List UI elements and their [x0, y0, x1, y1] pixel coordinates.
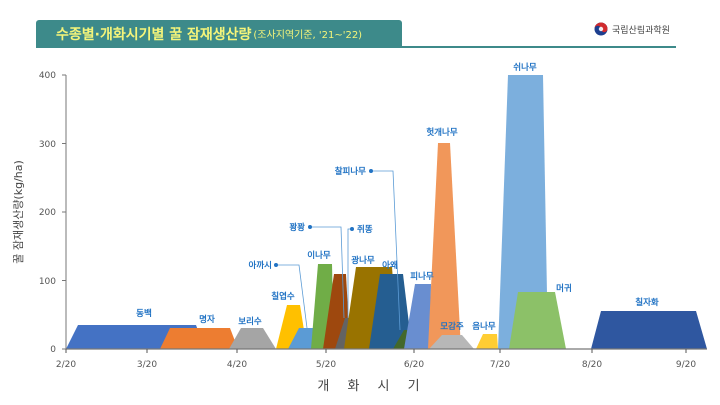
x-tick-jul20: 7/20 — [490, 360, 510, 370]
series-hutgaenamu — [428, 143, 461, 349]
chart-subtitle: (조사지역기준, '21~'22) — [253, 30, 363, 41]
x-tick-feb20: 2/20 — [56, 360, 76, 370]
label-borisu: 보리수 — [238, 316, 262, 327]
label-chiljahwa: 칠자화 — [635, 297, 659, 308]
x-tick-sep20: 9/20 — [676, 360, 696, 370]
y-tick-0: 0 — [50, 345, 56, 355]
label-pinamu: 피나무 — [410, 271, 434, 282]
chart-title: 수종별·개화시기별 꿀 잠재생산량 — [56, 26, 252, 43]
series-swinamu — [498, 75, 548, 349]
x-tick-mar20: 3/20 — [137, 360, 157, 370]
label-chalpinamu: 찰피나무 — [335, 166, 366, 177]
series-awae — [369, 274, 412, 349]
series-akasi — [288, 328, 318, 349]
label-awae: 아왜 — [382, 260, 398, 271]
y-tick-300: 300 — [39, 140, 56, 150]
x-tick-jun20: 6/20 — [404, 360, 424, 370]
label-leader-dots — [274, 169, 373, 267]
series-pinamu — [404, 284, 431, 349]
label-swinamu: 쉬나무 — [513, 62, 537, 73]
series-eumnamu — [476, 334, 498, 349]
label-hutgaenamu: 헛개나무 — [426, 127, 457, 138]
series-meogwi — [509, 292, 566, 349]
label-mogamju: 모감주 — [440, 321, 464, 332]
series-labels: 동백 명자 보리수 칠엽수 아까시 이나무 꽝꽝 쥐똥 광나무 아왜 찰피나무 … — [136, 62, 659, 332]
label-akasi: 아까시 — [249, 260, 272, 271]
x-ticks: 2/20 3/20 4/20 5/20 6/20 7/20 8/20 9/20 — [56, 349, 696, 370]
x-axis-label: 개 화 시 기 — [317, 379, 426, 394]
x-tick-may20: 5/20 — [316, 360, 336, 370]
organization-name: 국립산림과학원 — [612, 25, 670, 36]
y-tick-100: 100 — [39, 277, 56, 287]
series-borisu — [229, 328, 276, 349]
y-tick-200: 200 — [39, 208, 56, 218]
y-axis-label: 꿀 잠재생산량(kg/ha) — [12, 160, 25, 264]
label-inamu: 이나무 — [307, 250, 331, 261]
y-ticks: 0 100 200 300 400 — [39, 71, 66, 355]
label-kkwangkkwang: 꽝꽝 — [289, 222, 305, 233]
label-gwangnamu: 광나무 — [351, 255, 375, 266]
label-eumnamu: 음나무 — [472, 321, 496, 332]
label-myeongja: 명자 — [199, 314, 215, 325]
label-meogwi: 머귀 — [556, 283, 572, 294]
y-tick-400: 400 — [39, 71, 56, 81]
taegeuk-logo-icon — [594, 22, 608, 36]
series-mogamju — [429, 335, 474, 349]
organization-logo: 국립산림과학원 — [594, 22, 670, 36]
series-myeongja — [160, 328, 238, 349]
series-chiljahwa — [591, 311, 707, 349]
label-jwittong: 쥐똥 — [357, 224, 373, 235]
header-divider — [36, 46, 676, 48]
label-dongbaek: 동백 — [136, 308, 152, 319]
label-chilyeopsu: 칠엽수 — [271, 291, 295, 302]
x-tick-aug20: 8/20 — [582, 360, 602, 370]
chart-title-banner: 수종별·개화시기별 꿀 잠재생산량 (조사지역기준, '21~'22) — [36, 20, 402, 47]
series-shapes — [66, 75, 707, 349]
x-tick-apr20: 4/20 — [227, 360, 247, 370]
